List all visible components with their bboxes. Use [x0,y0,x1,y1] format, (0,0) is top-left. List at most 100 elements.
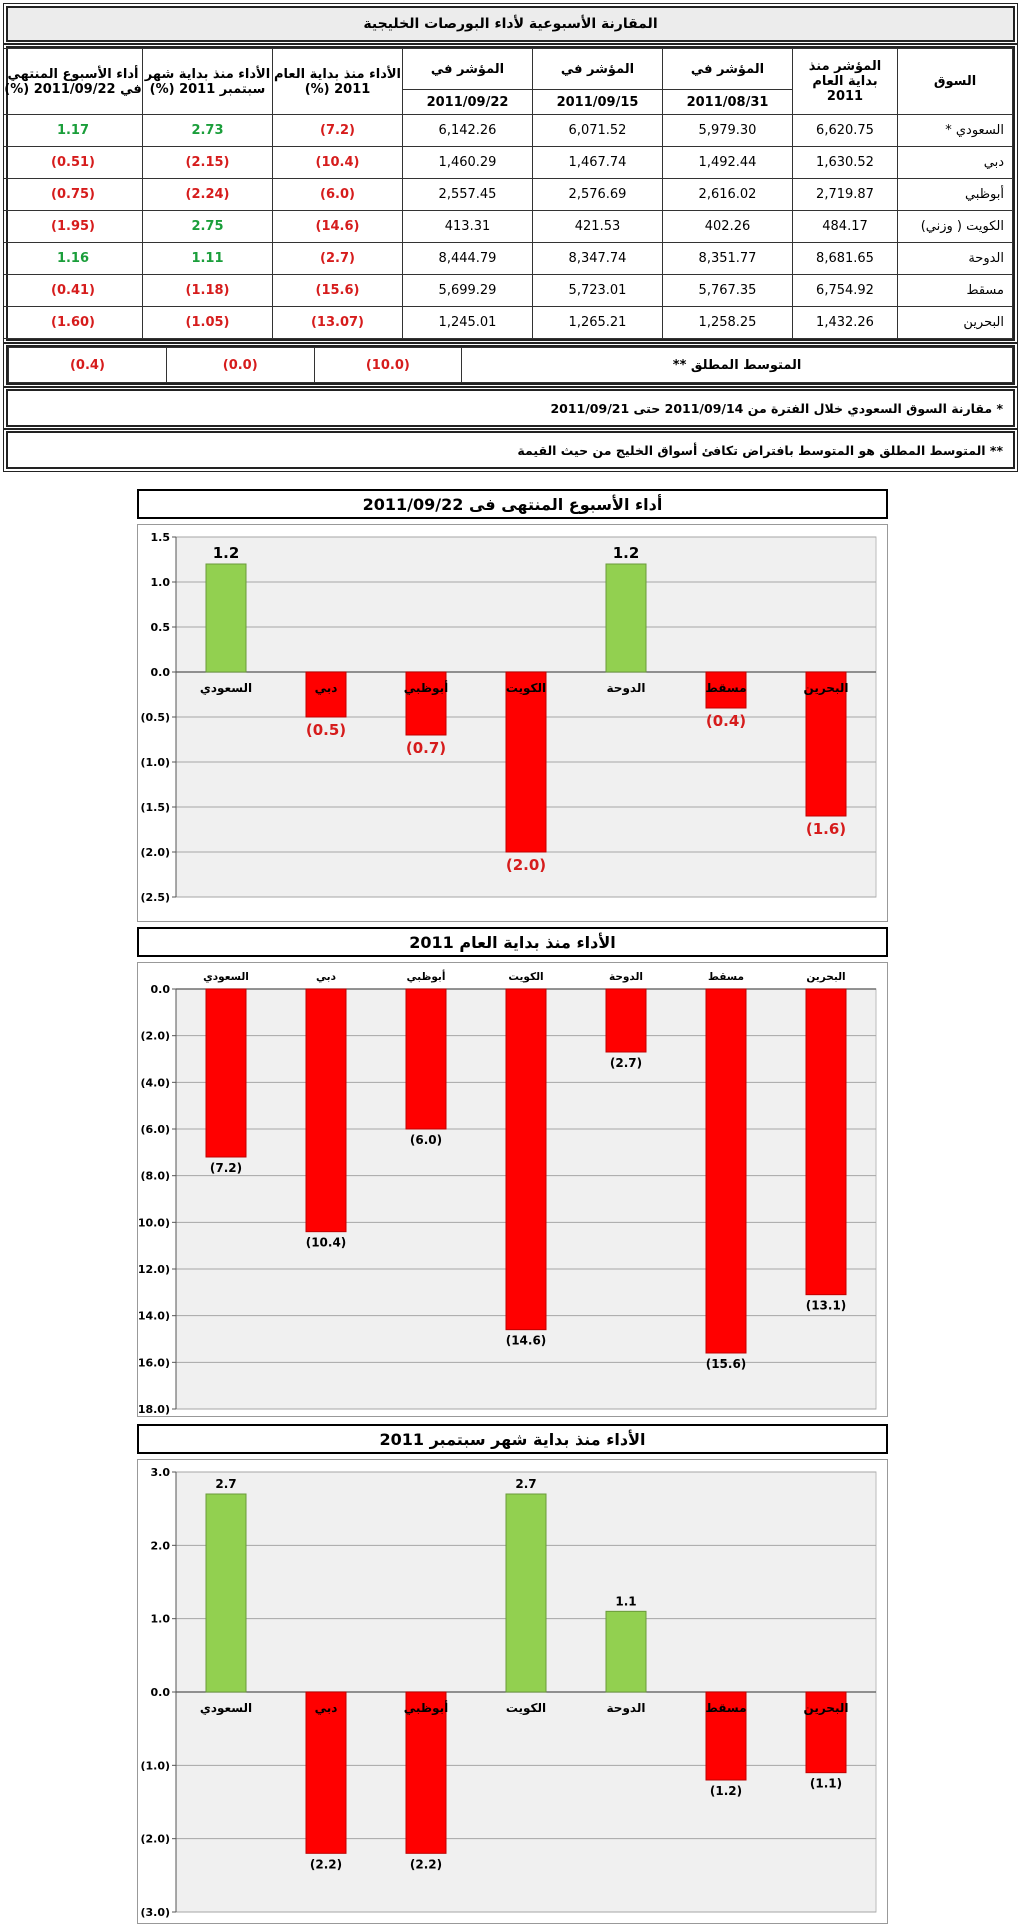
y-tick-label: 0.0 [151,983,171,996]
table-body: السوق المؤشر منذ بداية العام 2011 المؤشر… [3,43,1018,344]
y-tick-label: (2.0) [140,1833,170,1846]
index-date1: 402.26 [662,210,793,243]
y-tick-label: (18.0) [138,1403,170,1416]
index-date3: 1,245.01 [402,306,533,339]
y-tick-label: (1.0) [140,1759,170,1772]
ytd-value: (6.0) [272,178,403,211]
table-title: المقارنة الأسبوعية لأداء البورصات الخليج… [3,3,1018,45]
wtd-value: (0.51) [3,146,143,179]
bar [405,671,447,736]
y-tick-label: (0.5) [140,711,170,724]
table-row: البحرين 1,432.26 1,258.25 1,265.21 1,245.01(… [3,306,1013,339]
index-date1: 5,979.30 [662,114,793,147]
table-row: مسقط 6,754.92 5,767.35 5,723.01 5,699.29 (15.… [3,274,1013,307]
average-wtd: (0.4) [8,347,167,383]
y-tick-label: (3.0) [140,1906,170,1919]
data-label: 2.7 [215,1477,236,1491]
market-name: دبي [897,146,1013,179]
data-label: (14.6) [506,1334,547,1348]
bar [205,988,247,1158]
category-label: أبوظبي [404,680,448,696]
y-tick-label: (2.5) [140,891,170,904]
header-index-date3: المؤشر في [402,48,533,90]
ytd-chart: 0.0 (2.0) (4.0) (6.0) (8.0) (10.0) (12.0) (14.0… [133,969,877,1416]
data-label: (13.1) [806,1299,847,1313]
data-label: (15.6) [706,1357,747,1371]
market-name: مسقط [897,274,1013,307]
category-label: دبي [315,681,338,695]
y-tick-label: 0.0 [151,666,171,679]
index-start: 1,432.26 [792,306,898,339]
index-date2: 5,723.01 [532,274,663,307]
bar [405,1691,447,1854]
wtd-value: 1.17 [3,114,143,147]
table-row: الكويت ( وزني) 484.17 402.26 421.53 413.31 (1… [3,210,1013,243]
y-tick-label: (1.5) [140,801,170,814]
index-date1: 1,258.25 [662,306,793,339]
chart3-title: الأداء منذ بداية شهر سبتمبر 2011 [137,1424,888,1454]
y-tick-label: 0.5 [151,621,171,634]
header-mtd: الأداء منذ بداية شهر سبتمبر 2011 (%) [142,48,273,115]
y-tick-label: 2.0 [151,1539,171,1552]
average-mtd: (0.0) [165,347,315,383]
index-start: 6,620.75 [792,114,898,147]
index-start: 484.17 [792,210,898,243]
bar [605,1610,647,1693]
bar [805,988,847,1296]
category-label: دبي [316,971,337,983]
ytd-value: (14.6) [272,210,403,243]
table-row: دبي 1,630.52 1,492.44 1,467.74 1,460.29 (10.4… [3,146,1013,179]
y-tick-label: 1.5 [151,531,171,544]
mtd-value: 2.75 [142,210,273,243]
y-tick-label: 1.0 [151,576,171,589]
header-date1: 2011/08/31 [662,89,793,115]
index-start: 6,754.92 [792,274,898,307]
data-label: (6.0) [410,1133,442,1147]
category-label: دبي [315,1701,338,1715]
table-row: أبوظبي 2,719.87 2,616.02 2,576.69 2,557.45 (6… [3,178,1013,211]
chart1-title: أداء الأسبوع المنتهى فى 2011/09/22 [137,489,888,519]
y-tick-label: (1.0) [140,756,170,769]
index-start: 1,630.52 [792,146,898,179]
market-name: السعودي * [897,114,1013,147]
index-date3: 5,699.29 [402,274,533,307]
index-start: 2,719.87 [792,178,898,211]
ytd-value: (10.4) [272,146,403,179]
bar [205,563,247,673]
wtd-value: (1.60) [3,306,143,339]
wtd-value: (0.41) [3,274,143,307]
data-label: (1.1) [810,1777,842,1791]
category-label: أبوظبي [407,969,446,983]
data-label: (0.4) [706,712,746,730]
index-date3: 8,444.79 [402,242,533,275]
bar [705,988,747,1354]
wtd-value: (0.75) [3,178,143,211]
data-label: 1.2 [613,544,640,562]
bar [505,671,547,853]
data-label: (1.6) [806,820,846,838]
bar [505,1493,547,1693]
bar [305,988,347,1233]
market-name: الدوحة [897,242,1013,275]
data-label: (7.2) [210,1161,242,1175]
market-name: أبوظبي [897,178,1013,211]
wtd-value: (1.95) [3,210,143,243]
index-date2: 6,071.52 [532,114,663,147]
table-row: الدوحة 8,681.65 8,351.77 8,347.74 8,444.79 (2… [3,242,1013,275]
category-label: البحرين [804,681,849,695]
table-rows: السعودي * 6,620.75 5,979.30 6,071.52 6,142.2… [3,114,1013,339]
bar [805,1691,847,1774]
header-date3: 2011/09/22 [402,89,533,115]
header-market: السوق [897,48,1013,115]
data-label: (0.7) [406,739,446,757]
data-label: 1.2 [213,544,240,562]
index-date3: 413.31 [402,210,533,243]
data-label: (2.0) [506,856,546,874]
y-tick-label: 0.0 [151,1686,171,1699]
weekly-chart: 1.5 1.0 0.5 0.0 (0.5) (1.0) (1.5) (2.0) (2.5) 1.2… [140,531,877,904]
note-saudi: * مقارنة السوق السعودي خلال الفترة من 20… [3,386,1018,430]
bar [605,563,647,673]
header-index-start: المؤشر منذ بداية العام 2011 [792,48,898,115]
ytd-value: (2.7) [272,242,403,275]
data-label: (2.2) [410,1857,442,1871]
